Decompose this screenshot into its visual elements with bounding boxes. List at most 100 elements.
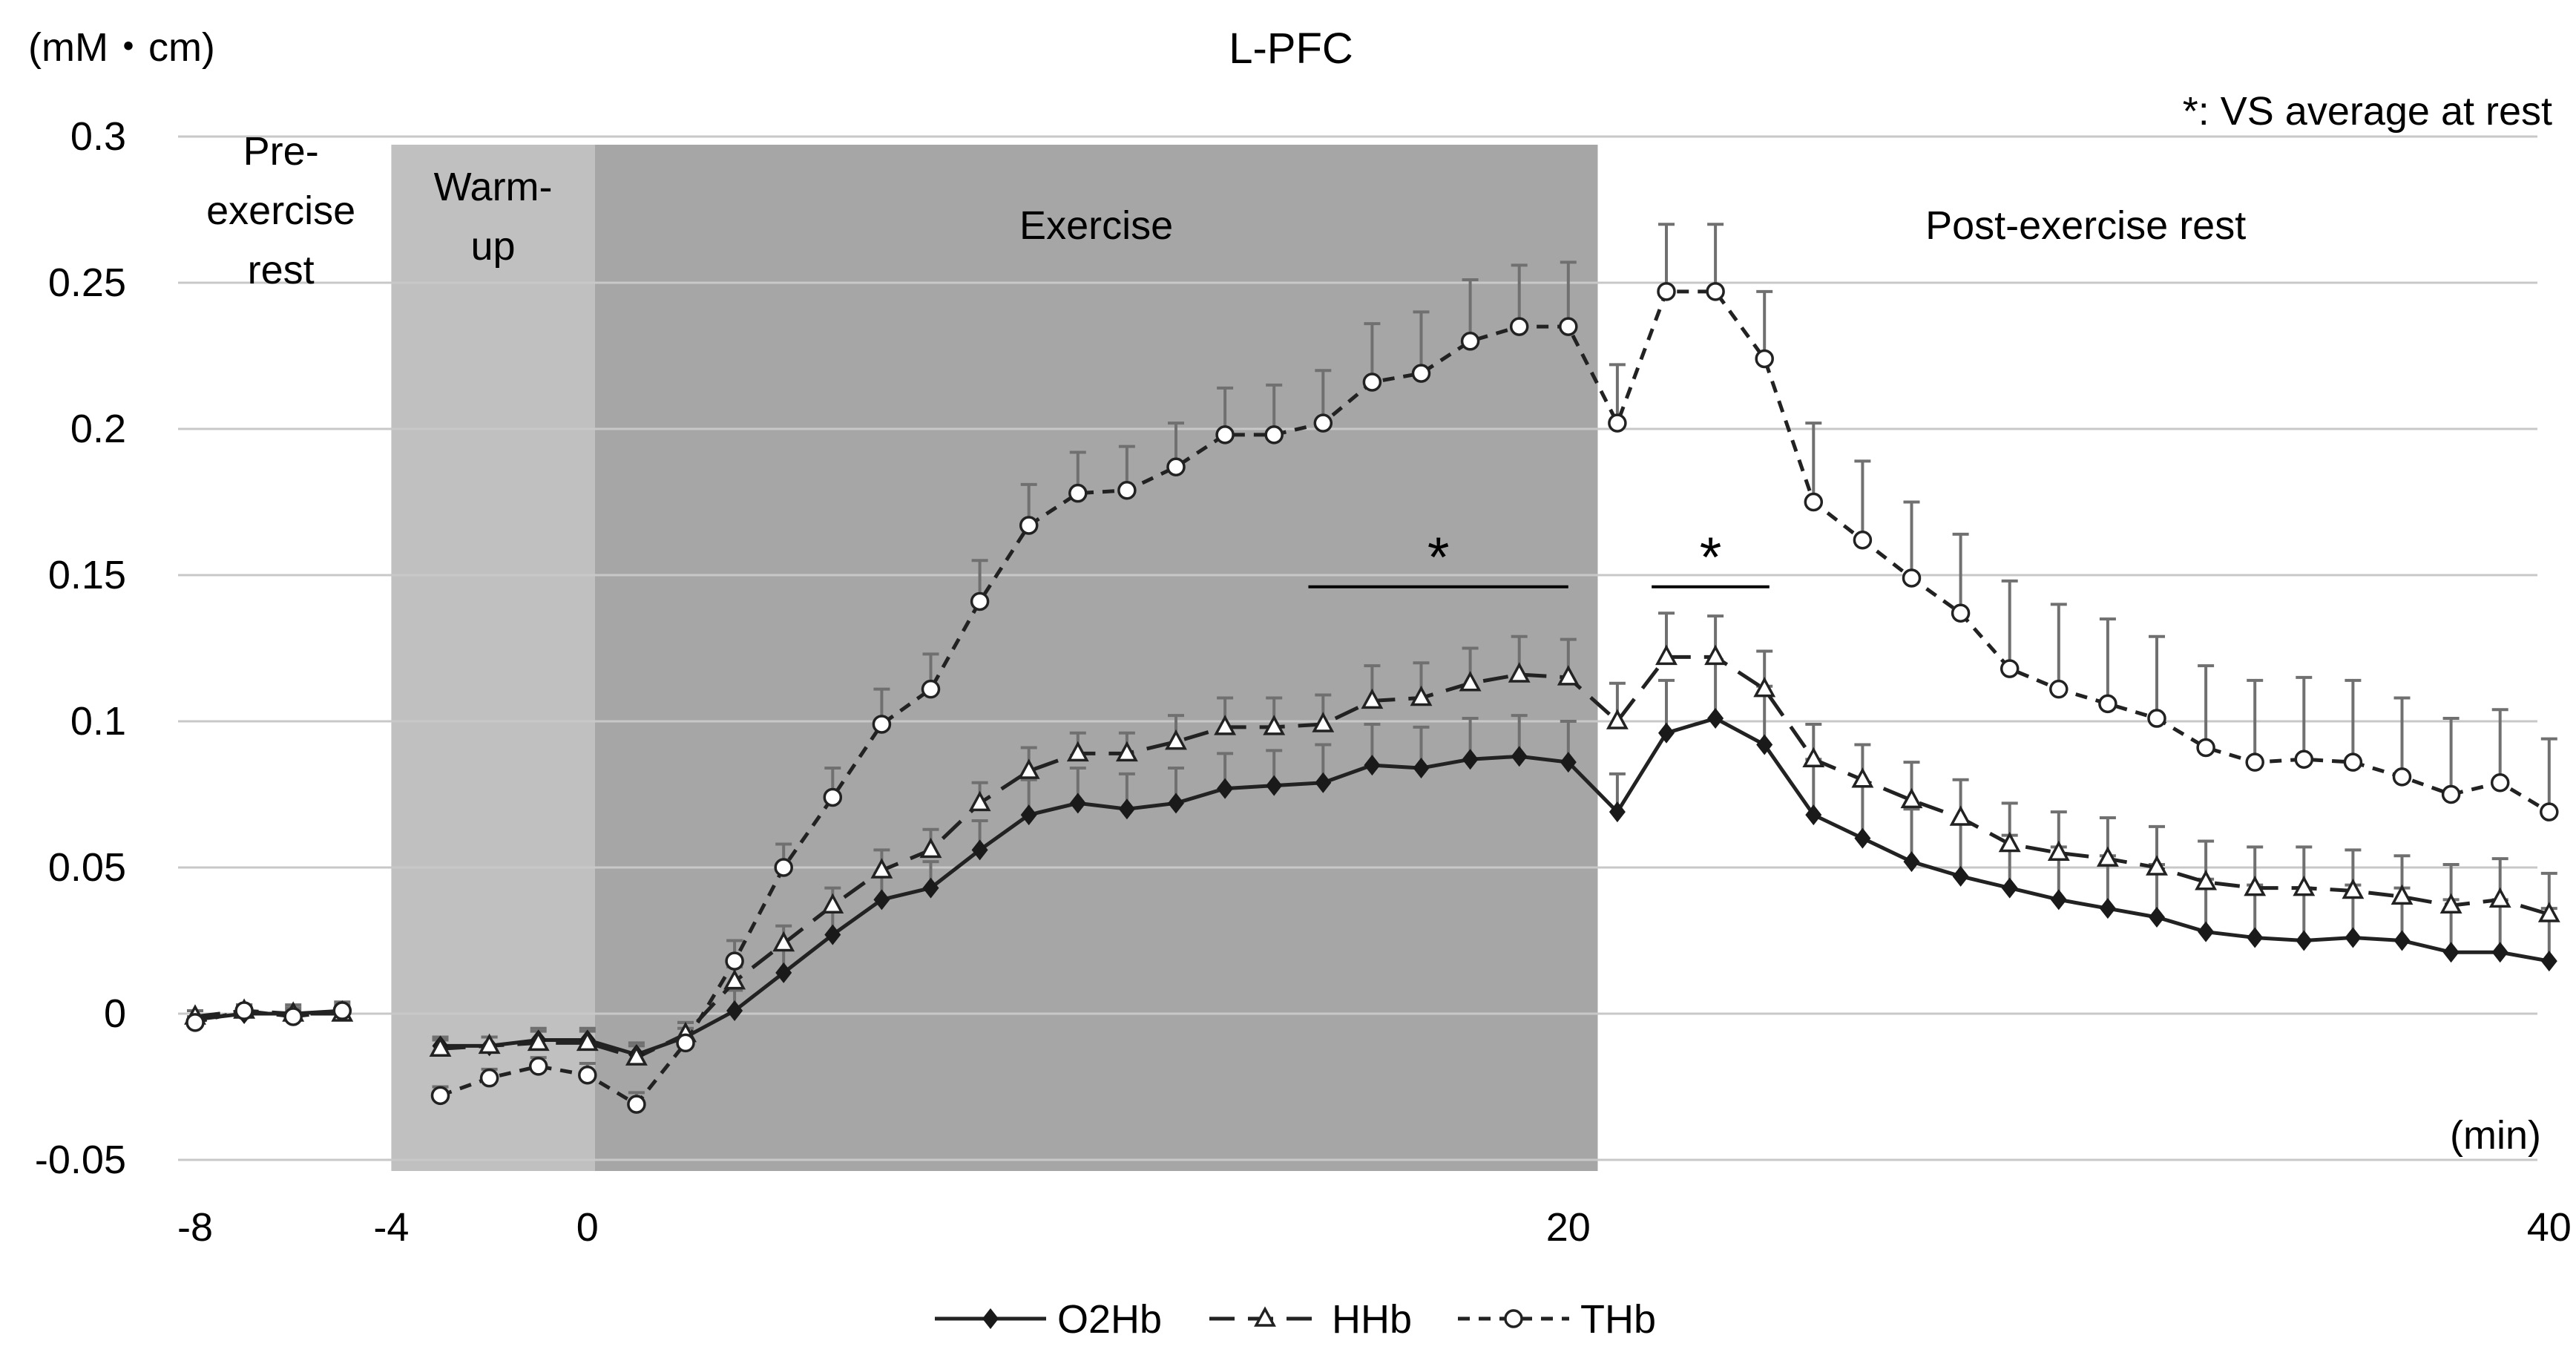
legend: O2Hb HHb THb xyxy=(935,1297,1656,1342)
y-tick-label: 0.1 xyxy=(70,699,126,744)
data-point-THb xyxy=(725,951,744,971)
significance-note: *: VS average at rest xyxy=(2183,89,2552,134)
data-point-HHb xyxy=(2195,870,2218,890)
data-point-HHb xyxy=(1851,767,1874,788)
y-tick-label: 0.05 xyxy=(48,845,126,890)
data-point-HHb xyxy=(968,790,991,812)
data-point-HHb xyxy=(1459,671,1482,692)
data-point-THb xyxy=(1460,332,1480,351)
y-tick-label: 0.3 xyxy=(70,114,126,159)
data-point-THb xyxy=(332,1001,352,1020)
data-point-O2Hb xyxy=(2345,927,2362,948)
significance-asterisk: * xyxy=(1427,526,1450,589)
data-point-O2Hb xyxy=(1020,804,1037,826)
data-point-THb xyxy=(1706,282,1725,301)
data-point-THb xyxy=(872,715,892,734)
gridlines xyxy=(178,135,2537,1161)
data-point-THb xyxy=(1902,568,1922,588)
significance-marks: * * xyxy=(1308,526,1770,589)
phase-label-exercise: Exercise xyxy=(1019,203,1173,248)
data-point-THb xyxy=(578,1065,597,1085)
legend-marker-THb xyxy=(1504,1309,1523,1328)
data-point-O2Hb xyxy=(775,962,792,983)
data-point-O2Hb xyxy=(1266,775,1283,796)
data-point-THb xyxy=(2294,749,2314,769)
data-point-THb xyxy=(2490,773,2510,793)
x-tick-label: 0 xyxy=(576,1205,599,1250)
data-point-THb xyxy=(1215,425,1235,445)
legend-label-THb: THb xyxy=(1580,1297,1656,1342)
data-point-O2Hb xyxy=(2491,942,2508,963)
data-point-THb xyxy=(2000,659,2020,678)
series-line-HHb xyxy=(440,655,2550,1060)
phase-label-line: rest xyxy=(248,248,315,292)
data-point-THb xyxy=(2343,752,2363,772)
data-point-HHb xyxy=(772,931,795,952)
data-point-O2Hb xyxy=(1069,793,1086,814)
data-point-HHb xyxy=(625,1045,648,1066)
phase-label-line: Warm- xyxy=(434,165,553,209)
data-point-HHb xyxy=(2391,884,2414,905)
data-point-O2Hb xyxy=(1217,778,1234,799)
data-point-HHb xyxy=(2047,840,2070,862)
phase-bands xyxy=(391,145,1598,1171)
data-point-O2Hb xyxy=(1707,708,1724,729)
data-point-THb xyxy=(1019,516,1039,535)
data-point-THb xyxy=(1313,413,1333,433)
data-point-HHb xyxy=(1165,729,1187,750)
data-point-THb xyxy=(2441,784,2461,804)
data-point-HHb xyxy=(1949,805,1972,826)
data-point-O2Hb xyxy=(2001,877,2018,899)
data-point-O2Hb xyxy=(2099,898,2116,919)
data-point-THb xyxy=(430,1086,450,1106)
data-point-HHb xyxy=(870,858,893,879)
data-point-THb xyxy=(1608,413,1627,433)
data-point-O2Hb xyxy=(824,924,841,945)
data-point-HHb xyxy=(919,837,942,859)
data-point-HHb xyxy=(821,893,844,913)
data-point-THb xyxy=(2196,738,2215,758)
data-point-O2Hb xyxy=(1462,749,1479,770)
x-tick-label: -4 xyxy=(373,1205,409,1250)
data-point-HHb xyxy=(1606,709,1629,729)
x-tick-labels: -8 -4 0 20 40 xyxy=(177,1205,2572,1250)
data-point-O2Hb xyxy=(2198,921,2215,942)
data-point-O2Hb xyxy=(1903,851,1920,873)
data-point-THb xyxy=(528,1057,548,1076)
data-point-HHb xyxy=(1508,662,1531,683)
data-point-THb xyxy=(479,1068,499,1088)
data-point-O2Hb xyxy=(922,877,939,899)
data-point-HHb xyxy=(2342,878,2365,899)
data-point-O2Hb xyxy=(2393,930,2411,951)
legend-label-O2Hb: O2Hb xyxy=(1057,1297,1162,1342)
data-point-HHb xyxy=(1017,758,1040,779)
data-point-O2Hb xyxy=(2149,906,2165,928)
data-point-O2Hb xyxy=(873,889,890,911)
x-tick-label: -8 xyxy=(177,1205,213,1250)
phase-label-pre: Pre-exercise rest xyxy=(206,129,355,292)
data-point-O2Hb xyxy=(2540,951,2557,972)
x-axis-unit-label: (min) xyxy=(2450,1113,2541,1158)
data-point-HHb xyxy=(2537,902,2560,922)
data-point-THb xyxy=(1804,492,1824,512)
data-point-THb xyxy=(1117,480,1137,500)
data-point-HHb xyxy=(1263,715,1286,735)
data-point-O2Hb xyxy=(1609,801,1626,823)
data-point-HHb xyxy=(1410,685,1433,706)
data-point-O2Hb xyxy=(1511,746,1528,767)
data-point-O2Hb xyxy=(2247,927,2264,948)
legend-marker-HHb xyxy=(1254,1306,1276,1327)
phase-labels: Pre-exercise rest Warm-up Exercise Post-exer… xyxy=(206,129,2246,292)
data-point-HHb xyxy=(1900,787,1923,809)
data-point-HHb xyxy=(2096,846,2119,867)
y-tick-labels: -0.05 0 0.05 0.1 0.15 0.2 0.25 0.3 xyxy=(35,114,126,1182)
data-point-HHb xyxy=(1802,747,1825,767)
data-point-THb xyxy=(2245,752,2264,772)
data-point-HHb xyxy=(1998,831,2021,853)
data-point-O2Hb xyxy=(1364,755,1381,776)
data-point-HHb xyxy=(2293,875,2316,896)
legend-label-HHb: HHb xyxy=(1332,1297,1412,1342)
data-point-HHb xyxy=(576,1030,599,1052)
data-point-THb xyxy=(676,1033,695,1053)
